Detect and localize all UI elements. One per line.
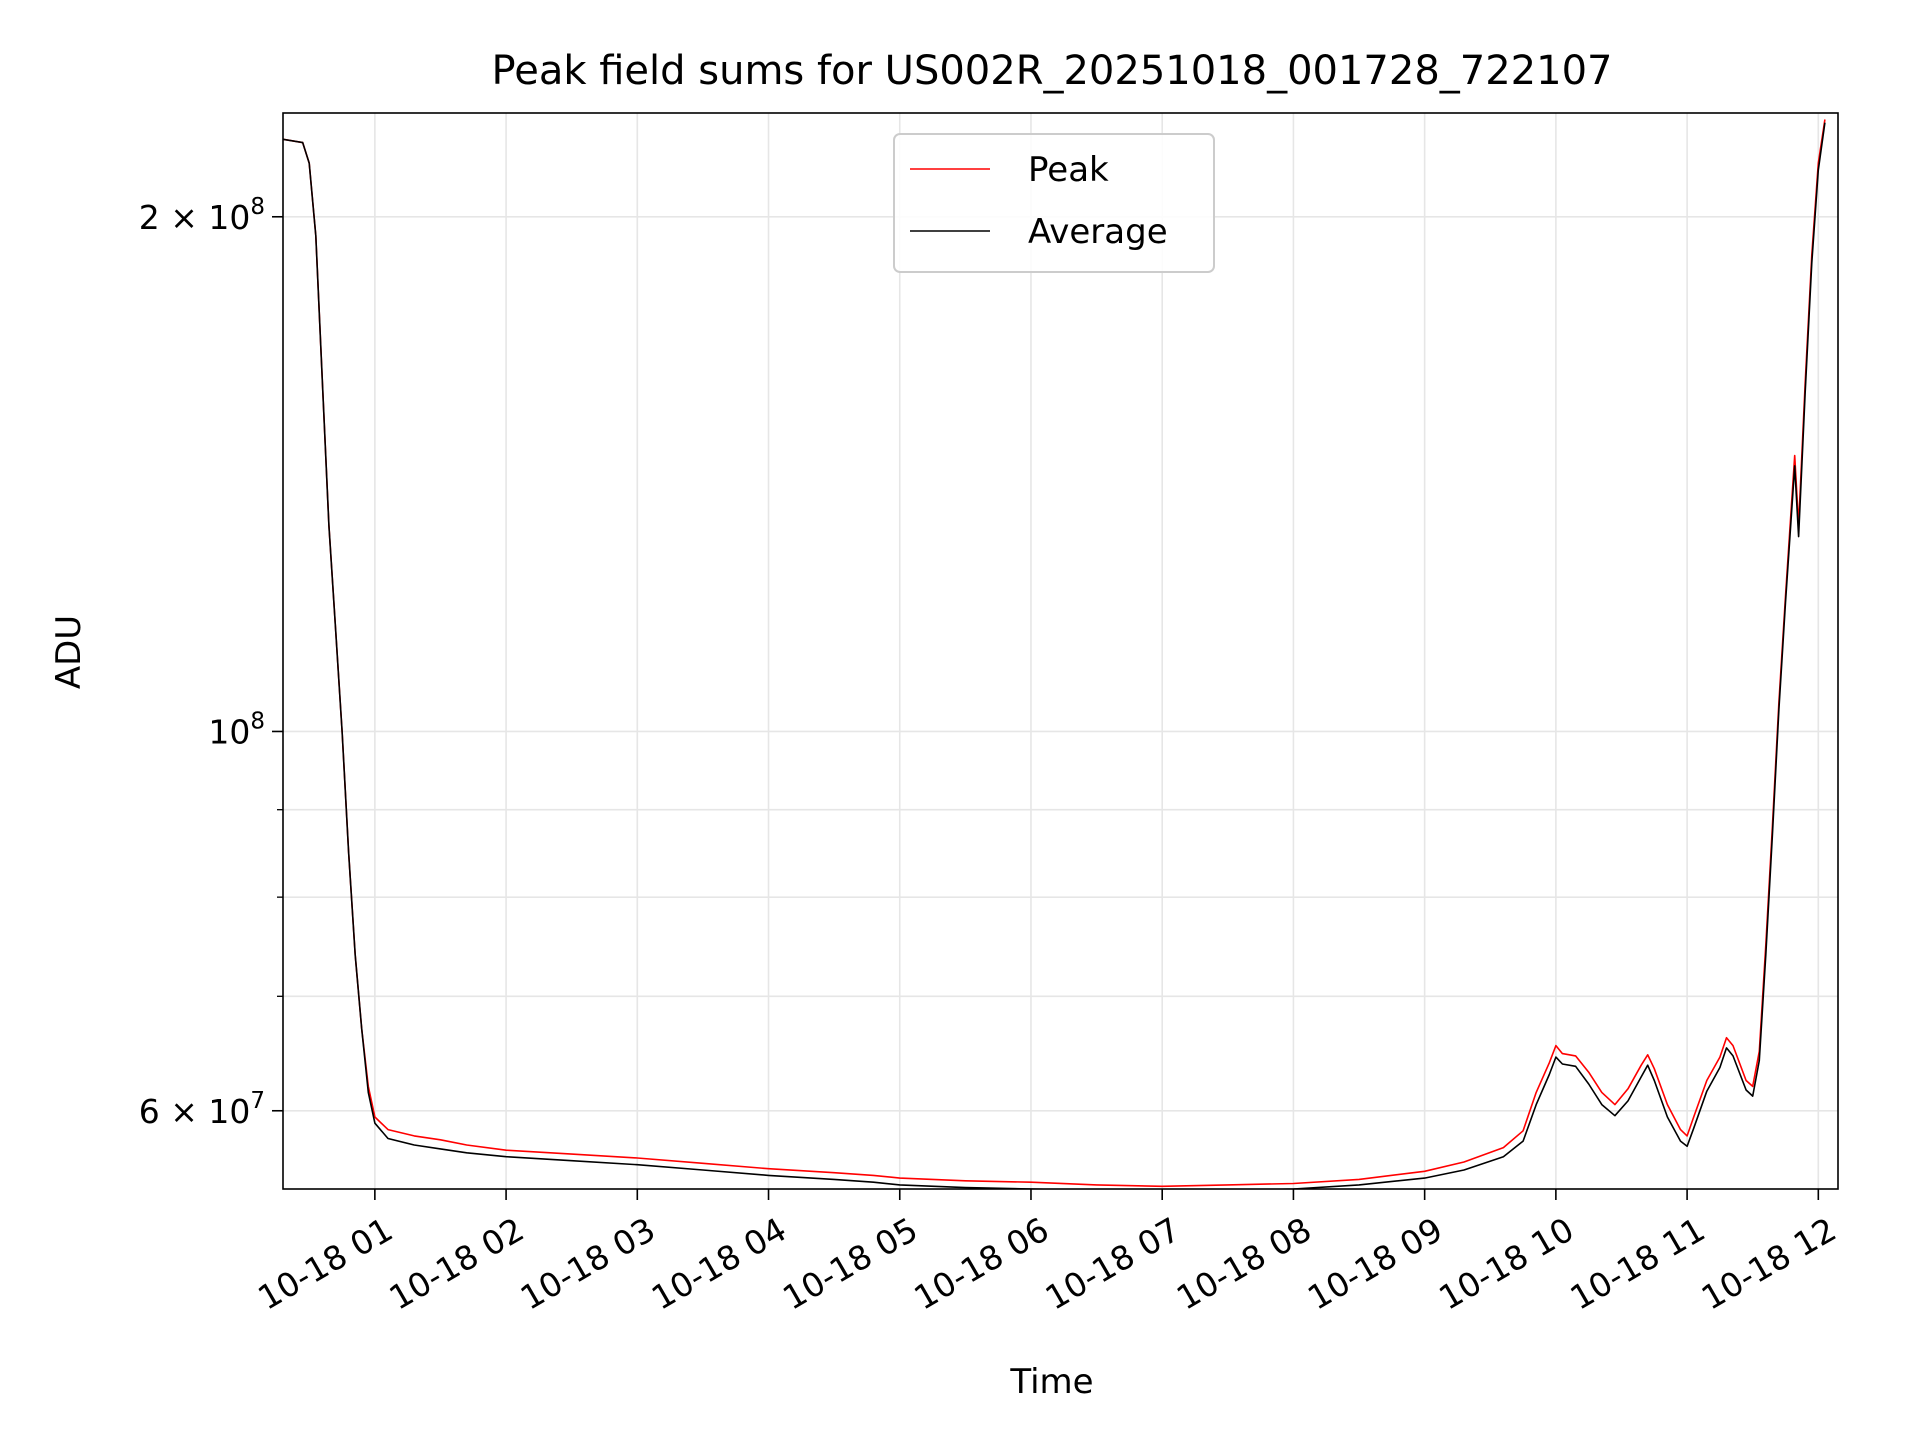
y-tick-label: 6 × 107 xyxy=(139,1088,265,1131)
x-axis-label: Time xyxy=(1009,1362,1093,1402)
y-axis-label: ADU xyxy=(49,615,89,689)
y-tick-label: 108 xyxy=(208,708,265,751)
y-tick-label: 2 × 108 xyxy=(139,194,265,237)
plot-frame xyxy=(282,112,1839,1190)
series-line-average xyxy=(283,122,1826,1189)
y-tick-mantissa: 6 xyxy=(139,1092,160,1131)
legend-label-average: Average xyxy=(1028,212,1168,252)
legend-label-peak: Peak xyxy=(1028,150,1109,190)
series-line-peak xyxy=(283,119,1826,1188)
y-tick-exponent: 7 xyxy=(250,1088,265,1114)
y-tick-mantissa: 2 xyxy=(139,198,160,237)
series-lines xyxy=(283,119,1826,1189)
legend: Peak Average xyxy=(893,133,1215,273)
chart-title: Peak field sums for US002R_20251018_0017… xyxy=(492,48,1613,94)
y-tick-exponent: 8 xyxy=(250,708,265,734)
y-tick-exponent: 8 xyxy=(250,194,265,220)
